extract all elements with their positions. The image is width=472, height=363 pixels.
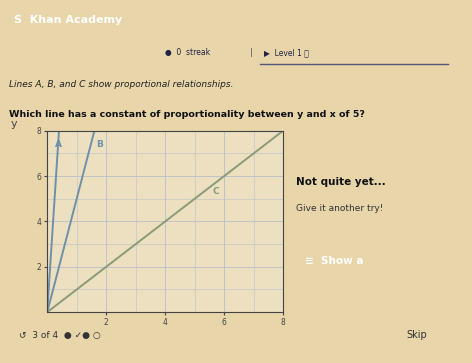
Text: y: y — [11, 119, 17, 129]
Text: |: | — [250, 49, 253, 57]
Text: A: A — [55, 139, 61, 148]
Text: ≡  Show a: ≡ Show a — [305, 256, 363, 266]
Text: Lines A, B, and C show proportional relationships.: Lines A, B, and C show proportional rela… — [9, 80, 233, 89]
Text: ↺  3 of 4  ● ✓● ○: ↺ 3 of 4 ● ✓● ○ — [19, 331, 101, 339]
Text: Which line has a constant of proportionality between y and x of 5?: Which line has a constant of proportiona… — [9, 110, 365, 119]
Text: Not quite yet...: Not quite yet... — [296, 177, 386, 187]
Text: B: B — [96, 139, 103, 148]
Text: Give it another try!: Give it another try! — [296, 204, 383, 213]
Text: Skip: Skip — [406, 330, 427, 340]
Text: C: C — [212, 187, 219, 196]
Text: S  Khan Academy: S Khan Academy — [14, 15, 122, 25]
Text: ▶  Level 1 ⓘ: ▶ Level 1 ⓘ — [264, 49, 309, 57]
Text: ●  0  streak: ● 0 streak — [165, 49, 211, 57]
